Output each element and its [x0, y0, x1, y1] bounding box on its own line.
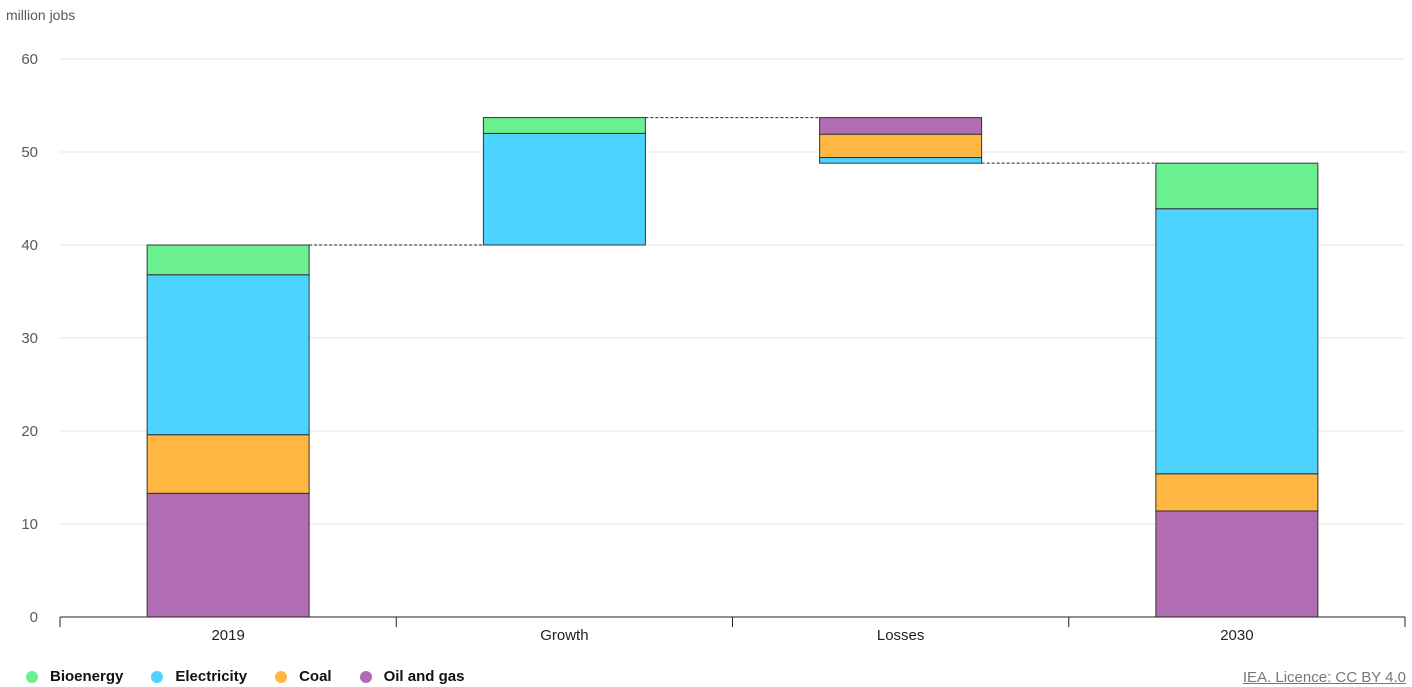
bar-segment-electricity	[819, 157, 983, 164]
bar-segment-electricity	[482, 132, 646, 246]
x-tick-label: 2019	[211, 627, 244, 644]
x-tick-label: Growth	[540, 627, 588, 644]
y-tick-label: 40	[21, 237, 38, 254]
y-tick-labels: 0 10 20 30 40 50 60	[21, 51, 38, 626]
legend: Bioenergy Electricity Coal Oil and gas	[26, 668, 464, 685]
legend-swatch	[151, 670, 164, 683]
legend-item-bioenergy[interactable]: Bioenergy	[26, 668, 123, 685]
legend-label: Coal	[299, 668, 332, 685]
y-axis-label: million jobs	[6, 7, 75, 23]
connector-lines	[309, 117, 1156, 246]
bar-segment-oil-and-gas	[819, 117, 983, 135]
bar-segment-electricity	[1155, 208, 1319, 475]
bar-segment-coal	[819, 133, 983, 159]
bars	[146, 117, 1319, 618]
x-tick-labels: 2019 Growth Losses 2030	[211, 627, 1253, 644]
legend-label: Oil and gas	[383, 668, 465, 685]
legend-swatch	[359, 670, 372, 683]
legend-item-coal[interactable]: Coal	[275, 668, 332, 685]
bar-segment-bioenergy	[482, 117, 646, 134]
x-tick-label: Losses	[877, 627, 925, 644]
x-axis	[59, 616, 1406, 627]
y-tick-label: 20	[21, 423, 38, 440]
bar-segment-bioenergy	[146, 244, 310, 276]
bar-segment-bioenergy	[1155, 162, 1319, 210]
legend-label: Electricity	[175, 668, 248, 685]
bar-segment-coal	[1155, 473, 1319, 512]
bar-segment-oil-and-gas	[1155, 510, 1319, 618]
bar-segment-oil-and-gas	[146, 492, 310, 618]
legend-label: Bioenergy	[50, 668, 124, 685]
source-link[interactable]: IEA. Licence: CC BY 4.0	[1242, 669, 1406, 686]
x-tick-label: 2030	[1220, 627, 1253, 644]
bar-segment-coal	[146, 434, 310, 494]
legend-swatch	[275, 670, 288, 683]
legend-swatch	[26, 670, 38, 683]
y-tick-label: 0	[30, 609, 38, 626]
legend-item-electricity[interactable]: Electricity	[151, 668, 247, 685]
y-tick-label: 60	[21, 51, 38, 68]
y-tick-label: 30	[21, 330, 38, 347]
y-tick-label: 10	[21, 516, 38, 533]
legend-item-oil-and-gas[interactable]: Oil and gas	[359, 668, 465, 685]
y-tick-label: 50	[21, 144, 38, 161]
bar-segment-electricity	[146, 274, 310, 436]
